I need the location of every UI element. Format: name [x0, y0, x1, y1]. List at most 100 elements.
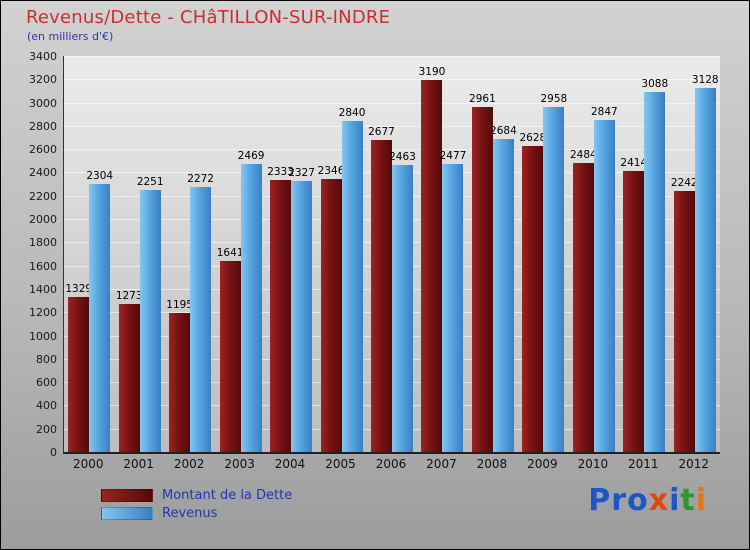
bar-value-label: 1195	[166, 298, 193, 311]
bar-dette-2000	[68, 297, 90, 452]
bar-value-label: 2484	[569, 148, 597, 161]
x-tick-label: 2003	[224, 457, 255, 471]
logo-letter: t	[680, 483, 696, 518]
bar-value-label: 2327	[288, 166, 315, 179]
gridline	[64, 149, 720, 151]
bar-dette-2011	[623, 170, 645, 452]
bar-revenus-2006	[392, 165, 413, 452]
x-tick-label: 2011	[628, 457, 659, 471]
bar-dette-2002	[169, 312, 191, 452]
x-tick-label: 2006	[375, 457, 407, 471]
logo-letter: i	[669, 483, 681, 518]
bar-dette-2012	[673, 190, 695, 452]
bar-value-label: 3088	[641, 78, 669, 91]
y-tick-label: 400	[36, 399, 57, 413]
bar-dette-2006	[371, 140, 392, 452]
bar-revenus-2004	[291, 180, 313, 452]
bar-revenus-2011	[644, 92, 666, 452]
bar-revenus-2009	[543, 107, 565, 452]
bar-value-label: 2333	[267, 166, 294, 179]
bar-revenus-2001	[139, 189, 161, 452]
bar-dette-2001	[118, 303, 140, 452]
bar-dette-2009	[522, 145, 544, 452]
bar-value-label: 2961	[469, 93, 496, 106]
y-tick-label: 1800	[29, 236, 57, 250]
gridline	[64, 125, 720, 127]
bar-value-label: 1273	[115, 289, 143, 302]
bar-value-label: 2958	[540, 93, 568, 106]
bar-revenus-2008	[492, 139, 514, 452]
chart-subtitle: (en milliers d'€)	[27, 30, 114, 43]
bar-value-label: 2346	[317, 164, 345, 177]
bar-revenus-2002	[190, 187, 212, 452]
bar-revenus-2005	[341, 121, 363, 452]
bar-revenus-2000	[89, 183, 111, 452]
logo-letter: P	[588, 483, 612, 518]
bar-value-label: 2847	[590, 106, 618, 119]
bar-value-label: 2272	[187, 173, 214, 186]
y-tick-label: 200	[36, 422, 57, 436]
x-tick-label: 2000	[72, 457, 104, 471]
y-tick-label: 2800	[29, 119, 57, 133]
bar-value-label: 2251	[136, 175, 164, 188]
bar-value-label: 2677	[368, 126, 395, 139]
bar-value-label: 3190	[418, 66, 446, 79]
bar-dette-2007	[421, 80, 443, 452]
bar-value-label: 3128	[691, 73, 719, 86]
legend-swatch-icon	[101, 507, 153, 520]
y-tick-label: 600	[36, 376, 57, 390]
bar-value-label: 2477	[439, 149, 467, 162]
y-tick-label: 2400	[29, 166, 57, 180]
x-tick-label: 2004	[274, 457, 306, 471]
bar-value-label: 2840	[338, 107, 366, 120]
bar-value-label: 2684	[490, 125, 517, 138]
legend-label: Montant de la Dette	[162, 488, 293, 503]
bar-dette-2003	[219, 260, 241, 452]
x-tick-label: 2009	[527, 457, 558, 471]
proxiti-logo: Proxiti	[588, 483, 707, 518]
gridline	[64, 79, 720, 81]
x-axis: 2000 2001 2002 2003 2004 2005 2006 2007 2008 2009…	[63, 457, 719, 475]
x-tick-label: 2005	[325, 457, 356, 471]
bar-value-label: 2414	[620, 156, 648, 169]
legend: Montant de la Dette Revenus	[101, 488, 292, 524]
logo-letter: r	[611, 483, 628, 518]
logo-letter: i	[695, 483, 707, 518]
gridline	[64, 56, 720, 57]
x-tick-label: 2012	[678, 457, 710, 471]
bar-value-label: 2463	[389, 151, 416, 164]
bar-dette-2008	[471, 107, 493, 452]
y-tick-label: 1000	[29, 329, 57, 343]
logo-letter: x	[648, 483, 670, 518]
y-tick-label: 3000	[29, 96, 57, 110]
y-tick-label: 1400	[29, 282, 57, 296]
x-tick-label: 2010	[577, 457, 609, 471]
bar-revenus-2003	[240, 164, 262, 452]
x-tick-label: 2007	[426, 457, 457, 471]
y-tick-label: 3200	[29, 73, 57, 87]
y-tick-label: 1600	[29, 259, 57, 273]
y-tick-label: 2600	[29, 143, 57, 157]
bar-value-label: 2628	[519, 131, 547, 144]
x-tick-label: 2001	[123, 457, 154, 471]
y-tick-label: 1200	[29, 306, 57, 320]
bar-dette-2005	[320, 178, 342, 452]
logo-letter: o	[627, 483, 649, 518]
y-tick-label: 3400	[29, 50, 57, 63]
gridline	[64, 102, 720, 104]
legend-label: Revenus	[162, 506, 218, 521]
x-tick-label: 2008	[476, 457, 508, 471]
bar-revenus-2007	[442, 163, 464, 452]
bar-dette-2010	[572, 162, 594, 452]
bar-value-label: 2242	[670, 176, 698, 189]
legend-item: Revenus	[101, 506, 292, 521]
bar-revenus-2010	[593, 120, 615, 452]
y-tick-label: 800	[36, 352, 57, 366]
bar-value-label: 2469	[237, 150, 265, 163]
bar-value-label: 1329	[65, 283, 93, 296]
y-tick-label: 2200	[29, 189, 57, 203]
y-tick-label: 0	[50, 446, 57, 459]
bar-value-label: 1641	[216, 246, 244, 259]
chart-title: Revenus/Dette - CHâTILLON-SUR-INDRE	[26, 7, 391, 28]
